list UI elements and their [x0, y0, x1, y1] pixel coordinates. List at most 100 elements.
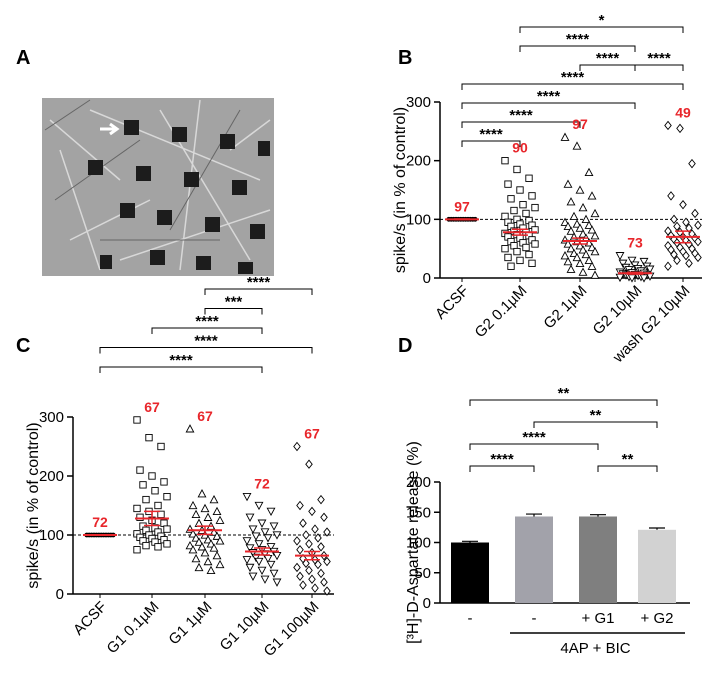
data-point [507, 195, 515, 203]
data-point [531, 203, 539, 212]
significance-label: **** [509, 107, 533, 124]
significance-label: **** [194, 333, 218, 350]
data-point [133, 416, 141, 424]
x-tick-label: + G2 [641, 610, 674, 627]
data-point [142, 541, 150, 550]
data-point [688, 158, 696, 169]
data-point [142, 495, 150, 504]
data-point [251, 553, 261, 563]
data-point [163, 493, 171, 501]
data-point [305, 539, 313, 549]
significance-label: ** [590, 407, 602, 424]
data-point [215, 515, 225, 524]
data-point [587, 242, 597, 252]
data-point [501, 245, 509, 253]
significance-bracket [204, 288, 313, 295]
sem-error-bar [572, 237, 588, 245]
y-tick-label: 100 [406, 535, 431, 552]
data-point [245, 513, 255, 522]
sem-error-bar [627, 271, 643, 275]
data-point [136, 466, 144, 474]
data-point [212, 550, 222, 560]
data-point [269, 569, 279, 579]
n-label: 67 [197, 408, 213, 424]
data-point [522, 209, 530, 218]
data-point [194, 518, 204, 527]
data-point [133, 504, 141, 513]
data-point [578, 245, 588, 254]
data-point [209, 543, 219, 552]
bar [451, 542, 489, 603]
x-tick-label: - [532, 610, 537, 627]
significance-bracket [204, 308, 263, 315]
data-point [679, 199, 687, 210]
data-point [266, 507, 276, 517]
bar [515, 516, 553, 603]
y-tick-label: 0 [56, 586, 64, 603]
data-point [200, 503, 210, 513]
data-point [305, 459, 313, 469]
data-point [314, 559, 322, 570]
data-point [296, 500, 304, 511]
y-tick-label: 50 [414, 565, 431, 582]
data-point [299, 518, 307, 528]
x-tick-label: G2 0.1µM [472, 282, 531, 341]
data-point [575, 258, 585, 267]
data-point [203, 512, 213, 521]
data-point [191, 533, 201, 542]
data-point [691, 208, 699, 219]
y-tick-label: 200 [406, 474, 431, 491]
significance-label: **** [566, 31, 590, 48]
y-tick-label: 100 [39, 527, 64, 544]
significance-bracket [461, 121, 581, 128]
significance-label: **** [537, 88, 561, 105]
data-point [590, 246, 600, 256]
data-point [587, 225, 597, 234]
x-tick-label: G1 0.1µM [104, 598, 163, 657]
data-point [311, 583, 319, 593]
data-point [257, 566, 267, 576]
data-point [151, 487, 159, 495]
data-point [191, 553, 201, 563]
data-point [664, 120, 672, 131]
error-bar [649, 527, 665, 530]
y-tick-label: 100 [406, 211, 431, 228]
data-point [299, 580, 307, 590]
data-point [203, 556, 213, 566]
panel-label: C [16, 335, 30, 357]
data-point [157, 442, 165, 451]
data-point [251, 532, 261, 541]
data-point [516, 256, 524, 265]
data-point [323, 556, 331, 567]
data-point [670, 249, 678, 260]
data-point [528, 192, 536, 200]
data-point [572, 219, 582, 228]
data-point [209, 494, 219, 504]
significance-bracket [597, 465, 658, 472]
data-point [254, 501, 264, 511]
significance-label: **** [195, 313, 219, 330]
data-point [563, 179, 573, 188]
data-point [590, 208, 600, 218]
data-point [248, 572, 258, 581]
y-tick-label: 200 [406, 153, 431, 170]
data-point [160, 478, 168, 486]
sem-error-bar [197, 525, 213, 536]
data-point [584, 167, 594, 177]
data-point [311, 524, 319, 534]
data-point [206, 539, 216, 548]
data-point [531, 240, 539, 248]
significance-label: * [599, 12, 605, 29]
x-tick-label: + G1 [582, 610, 615, 627]
data-point [293, 562, 301, 573]
data-point [563, 239, 573, 248]
data-point [682, 217, 690, 227]
sem-error-bar [304, 550, 320, 561]
data-point [566, 197, 576, 206]
y-tick-label: 150 [406, 504, 431, 521]
data-point [272, 578, 282, 587]
error-bar [526, 513, 542, 517]
data-point [673, 255, 681, 266]
